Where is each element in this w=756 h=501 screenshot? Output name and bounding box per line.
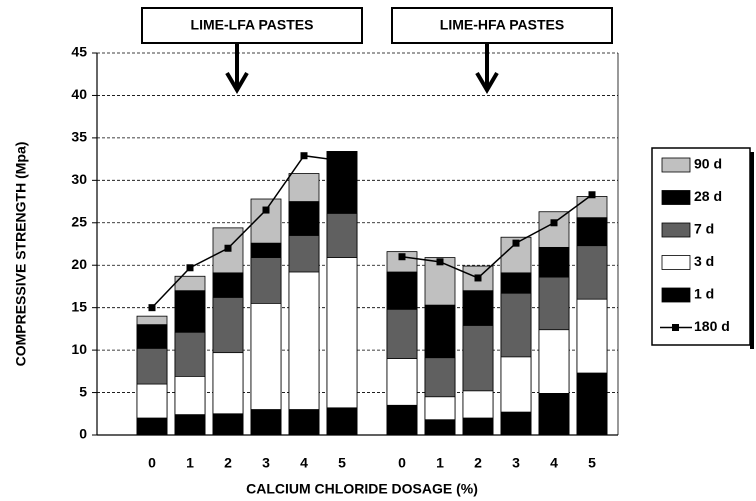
legend-swatch [661, 157, 691, 173]
bar [136, 417, 168, 436]
point [300, 152, 308, 160]
x-tick-label: 2 [474, 455, 482, 471]
y-tick-label: 0 [79, 426, 87, 442]
y-tick-label: 15 [71, 298, 87, 314]
y-tick-label: 10 [71, 341, 87, 357]
x-tick-label: 0 [148, 455, 156, 471]
legend-label: 180 d [694, 318, 730, 334]
x-tick-label: 5 [338, 455, 346, 471]
bar [174, 414, 206, 436]
legend-point [672, 324, 679, 331]
bar [326, 257, 358, 436]
legend-swatch [661, 287, 691, 303]
point [186, 264, 194, 272]
x-tick-label: 3 [512, 455, 520, 471]
point [262, 206, 270, 214]
x-tick-label: 3 [262, 455, 270, 471]
bar [250, 409, 282, 436]
legend-label: 7 d [694, 221, 714, 237]
bar [424, 419, 456, 436]
point [148, 304, 156, 312]
bar [500, 411, 532, 436]
y-tick-label: 40 [71, 86, 87, 102]
bar [576, 372, 608, 436]
bar [538, 393, 570, 436]
point [224, 244, 232, 252]
bar [386, 404, 418, 436]
group-box [391, 7, 613, 44]
bar [288, 409, 320, 436]
point [398, 253, 406, 261]
line [151, 154, 343, 309]
y-tick-label: 30 [71, 171, 87, 187]
y-tick-label: 45 [71, 44, 87, 60]
x-tick-label: 1 [186, 455, 194, 471]
y-tick-label: 25 [71, 213, 87, 229]
legend-box [651, 147, 751, 346]
legend-label: 1 d [694, 286, 714, 302]
line [401, 194, 593, 279]
x-axis-title: CALCIUM CHLORIDE DOSAGE (%) [246, 481, 478, 497]
bar [462, 417, 494, 436]
legend-label: 90 d [694, 156, 722, 172]
x-tick-label: 2 [224, 455, 232, 471]
x-tick-label: 4 [300, 455, 308, 471]
point [338, 157, 346, 165]
y-tick-label: 20 [71, 256, 87, 272]
legend-swatch [661, 255, 691, 270]
point [474, 274, 482, 282]
point [550, 219, 558, 227]
arrow-head [475, 71, 499, 94]
legend-swatch [661, 222, 691, 238]
y-tick-label: 35 [71, 129, 87, 145]
group-box [141, 7, 363, 44]
y-axis-title: COMPRESSIVE STRENGTH (Mpa) [13, 142, 29, 367]
point [512, 239, 520, 247]
bar [288, 271, 320, 436]
point [588, 191, 596, 199]
legend-label: 28 d [694, 188, 722, 204]
group-label: LIME-HFA PASTES [440, 17, 564, 33]
y-tick-label: 5 [79, 383, 87, 399]
x-tick-label: 4 [550, 455, 558, 471]
legend-label: 3 d [694, 253, 714, 269]
x-tick-label: 1 [436, 455, 444, 471]
group-label: LIME-LFA PASTES [191, 17, 314, 33]
point [436, 258, 444, 266]
bar [212, 413, 244, 436]
x-tick-label: 5 [588, 455, 596, 471]
legend-shadow [750, 152, 754, 349]
legend-swatch [661, 190, 691, 205]
arrow-head [225, 71, 249, 94]
x-tick-label: 0 [398, 455, 406, 471]
bar [326, 407, 358, 436]
